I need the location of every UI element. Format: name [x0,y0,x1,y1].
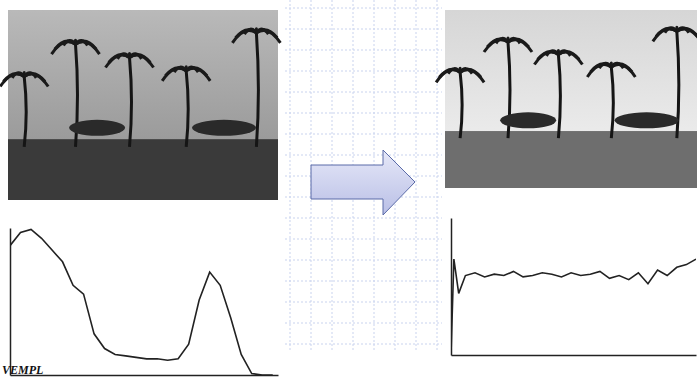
axis-line [452,355,697,357]
palm-leaf [439,69,460,77]
umbrella [615,112,679,128]
grid-line [416,0,417,350]
grid-line [285,29,442,30]
palm-leaf [538,51,559,59]
palm-leaf [546,51,558,56]
axis-line [11,375,279,377]
palm-trunk [256,33,258,147]
umbrella [192,120,256,136]
y-axis [10,229,11,376]
palm-leaf [76,42,100,54]
palm-leaf [487,39,508,47]
palm-leaf [460,70,484,82]
palm-leaf [24,74,48,86]
grid-line [285,323,442,324]
palm-leaf [3,73,24,81]
grid-line [285,302,442,303]
histogram [451,219,697,356]
palm-leaf [558,52,582,64]
axis-line [10,229,12,376]
grid-line [285,8,442,9]
palm-leaf [677,29,697,41]
sky [8,10,278,200]
arrow [311,150,415,215]
grid-line [285,155,442,156]
palm-leaf [174,67,186,72]
ground [445,131,697,188]
grid-line [285,239,442,240]
umbrella [69,120,125,136]
photo [0,10,280,200]
x-axis [11,375,279,376]
grid-line [285,281,442,282]
photo [436,10,697,188]
grid-line [285,344,442,345]
palm-leaf [256,30,280,42]
palm-leaf [448,69,460,74]
histogram-line [451,259,696,355]
palm-leaf [118,54,130,59]
palm-leaf [496,38,508,43]
palm-leaf [611,64,635,76]
watermark: VEMPL [2,363,43,377]
grid-line [285,50,442,51]
slide: VEMPL [0,0,697,378]
umbrella [500,112,556,128]
sky [445,10,697,188]
palm-trunk [24,77,26,147]
palm-leaf [665,28,677,33]
grid-line [285,113,442,114]
grid-line [285,134,442,135]
palm-leaf [12,73,24,78]
grid-line [285,260,442,261]
histogram-line [10,229,273,375]
palm-leaf [130,55,154,67]
ground [8,139,278,200]
grid-line [285,92,442,93]
plot-area [451,259,696,355]
histogram [10,229,279,376]
palm-leaf [236,30,257,38]
palm-leaf [55,41,76,49]
plot-area [10,229,273,375]
grid-line [290,0,291,350]
palm-leaf [508,40,532,52]
palm-leaf [244,29,256,34]
palm-trunk [611,67,613,138]
palm-trunk [460,72,462,138]
grid-line [285,218,442,219]
palm-trunk [558,55,560,139]
x-axis [452,355,697,356]
palm-leaf [599,63,611,68]
grid-line [437,0,438,350]
palm-leaf [64,41,76,46]
palm-leaf [591,64,612,72]
palm-leaf [186,68,210,80]
grid-line [285,71,442,72]
palm-leaf [109,54,130,62]
palm-trunk [130,58,132,147]
background-grid [285,0,442,350]
palm-leaf [165,68,186,76]
palm-trunk [186,71,188,147]
palm-leaf [656,28,677,36]
